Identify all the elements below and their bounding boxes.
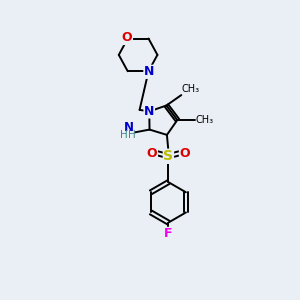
- Text: H: H: [120, 130, 128, 140]
- Text: CH₃: CH₃: [196, 115, 214, 125]
- Text: O: O: [147, 147, 158, 160]
- Text: O: O: [179, 147, 190, 160]
- Text: H: H: [128, 130, 136, 140]
- Text: F: F: [164, 227, 173, 240]
- Text: CH₃: CH₃: [182, 84, 200, 94]
- Text: S: S: [164, 149, 173, 163]
- Text: N: N: [124, 121, 134, 134]
- Text: O: O: [122, 32, 132, 44]
- Text: N: N: [144, 65, 154, 78]
- Text: N: N: [144, 105, 154, 118]
